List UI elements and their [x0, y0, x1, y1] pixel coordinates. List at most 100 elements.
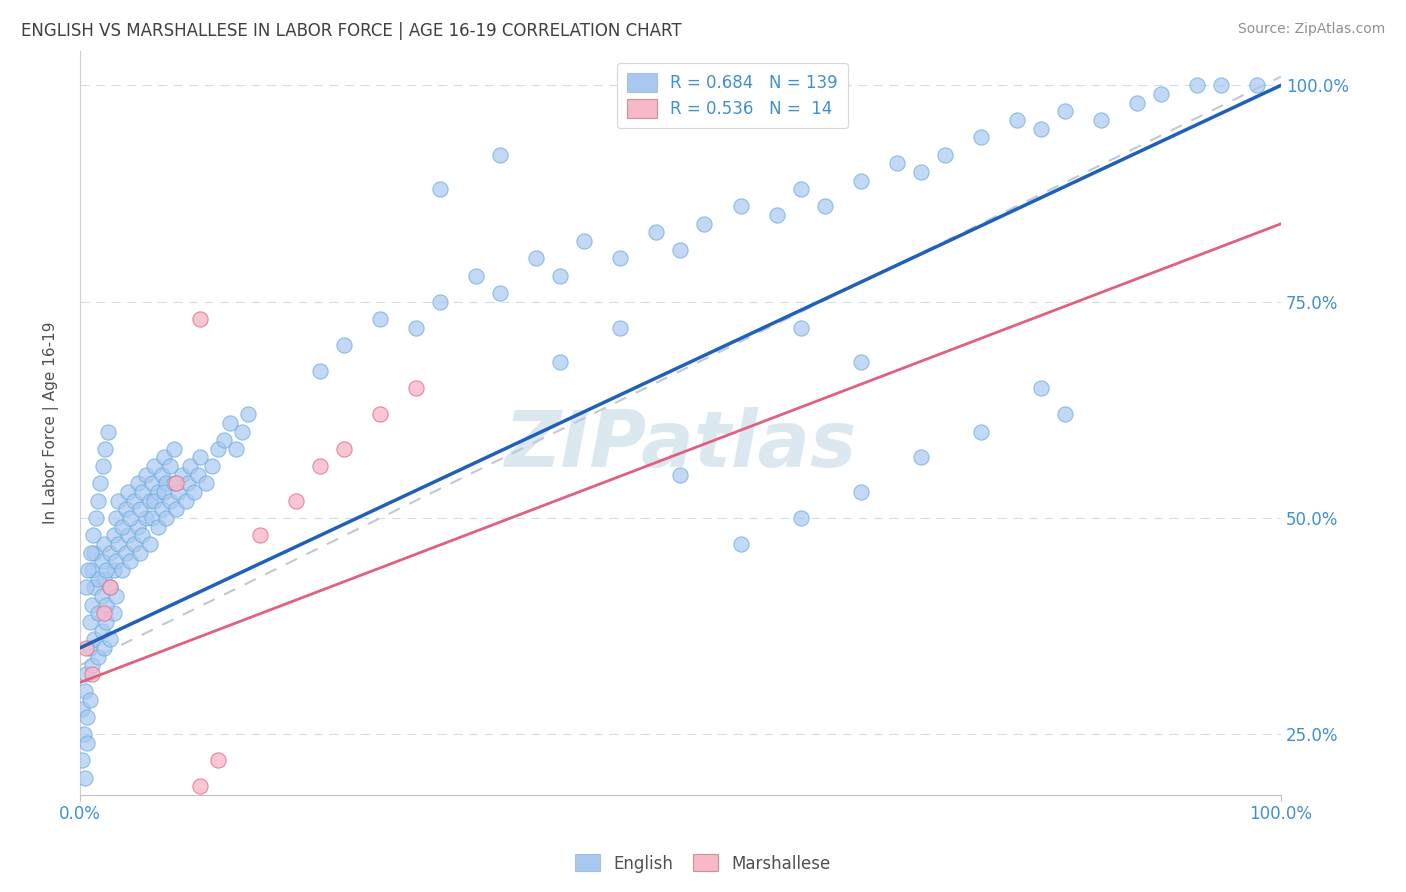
Point: [150, 502, 173, 516]
Point: [489, 286, 512, 301]
Text: ZIPatlas: ZIPatlas: [505, 408, 856, 483]
Point: [429, 182, 451, 196]
Point: [789, 511, 811, 525]
Point: [333, 442, 356, 456]
Point: [75, 666, 97, 681]
Point: [94, 442, 117, 456]
Point: [143, 459, 166, 474]
Point: [146, 485, 169, 500]
Point: [79, 640, 101, 655]
Point: [405, 320, 427, 334]
Point: [177, 476, 200, 491]
Point: [91, 459, 114, 474]
Point: [179, 459, 201, 474]
Point: [76, 736, 98, 750]
Point: [609, 252, 631, 266]
Point: [107, 493, 129, 508]
Point: [813, 199, 835, 213]
Point: [90, 554, 112, 568]
Point: [231, 425, 253, 439]
Point: [789, 182, 811, 196]
Point: [76, 710, 98, 724]
Point: [1185, 78, 1208, 93]
Point: [93, 607, 115, 621]
Point: [83, 546, 105, 560]
Point: [77, 563, 100, 577]
Point: [170, 467, 193, 482]
Point: [96, 563, 118, 577]
Point: [165, 476, 187, 491]
Point: [207, 754, 229, 768]
Point: [1126, 95, 1149, 110]
Point: [98, 580, 121, 594]
Point: [207, 442, 229, 456]
Point: [87, 607, 110, 621]
Point: [765, 208, 787, 222]
Point: [131, 528, 153, 542]
Point: [550, 355, 572, 369]
Point: [90, 589, 112, 603]
Legend: R = 0.684   N = 139, R = 0.536   N =  14: R = 0.684 N = 139, R = 0.536 N = 14: [617, 62, 848, 128]
Point: [155, 476, 177, 491]
Point: [1246, 78, 1268, 93]
Point: [89, 476, 111, 491]
Point: [117, 528, 139, 542]
Point: [188, 312, 211, 326]
Point: [80, 658, 103, 673]
Point: [934, 147, 956, 161]
Point: [80, 666, 103, 681]
Point: [730, 537, 752, 551]
Point: [114, 546, 136, 560]
Point: [73, 771, 96, 785]
Point: [212, 433, 235, 447]
Point: [669, 243, 692, 257]
Point: [138, 493, 160, 508]
Point: [83, 632, 105, 647]
Point: [309, 364, 332, 378]
Point: [285, 493, 308, 508]
Point: [405, 381, 427, 395]
Point: [72, 727, 94, 741]
Legend: English, Marshallese: English, Marshallese: [568, 847, 838, 880]
Point: [146, 520, 169, 534]
Point: [82, 528, 104, 542]
Point: [129, 502, 152, 516]
Point: [789, 320, 811, 334]
Point: [187, 467, 209, 482]
Point: [79, 615, 101, 629]
Point: [103, 607, 125, 621]
Point: [107, 537, 129, 551]
Point: [84, 511, 107, 525]
Point: [333, 338, 356, 352]
Point: [111, 520, 134, 534]
Point: [129, 546, 152, 560]
Point: [104, 554, 127, 568]
Point: [72, 701, 94, 715]
Point: [249, 528, 271, 542]
Point: [141, 476, 163, 491]
Point: [122, 537, 145, 551]
Point: [1090, 112, 1112, 127]
Point: [188, 450, 211, 465]
Point: [120, 511, 142, 525]
Point: [886, 156, 908, 170]
Y-axis label: In Labor Force | Age 16-19: In Labor Force | Age 16-19: [44, 322, 59, 524]
Point: [225, 442, 247, 456]
Point: [80, 598, 103, 612]
Point: [80, 563, 103, 577]
Point: [135, 467, 157, 482]
Point: [174, 493, 197, 508]
Point: [429, 294, 451, 309]
Point: [72, 754, 94, 768]
Point: [162, 476, 184, 491]
Point: [87, 493, 110, 508]
Point: [1053, 104, 1076, 119]
Point: [910, 450, 932, 465]
Point: [910, 165, 932, 179]
Point: [1209, 78, 1232, 93]
Point: [465, 268, 488, 283]
Point: [970, 425, 993, 439]
Point: [368, 407, 391, 421]
Point: [183, 485, 205, 500]
Point: [79, 693, 101, 707]
